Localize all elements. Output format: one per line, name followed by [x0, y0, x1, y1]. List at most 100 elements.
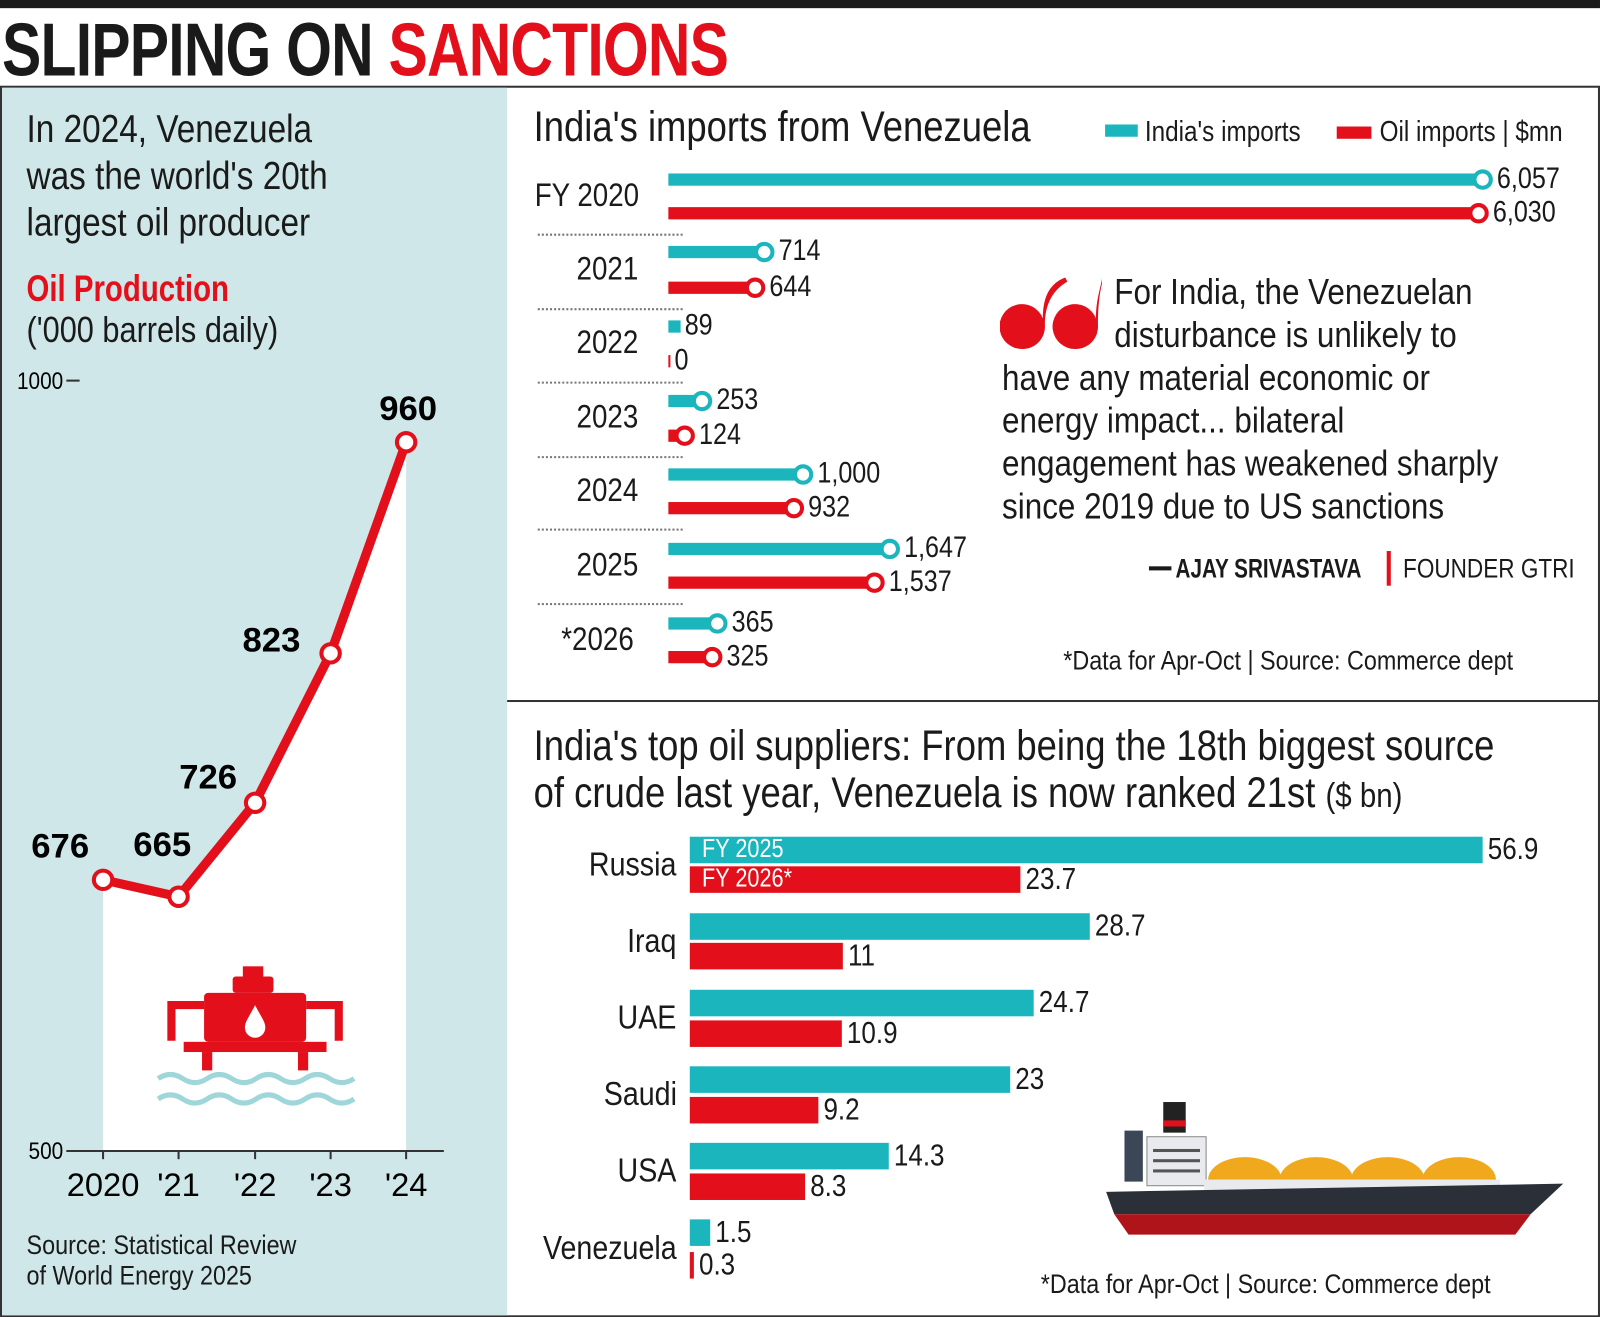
value-label: 1,000: [817, 457, 881, 490]
value-label: 1,647: [904, 531, 968, 565]
data-point: [91, 868, 115, 892]
legend-oil-imports: Oil imports | $mn: [1379, 115, 1563, 147]
data-label: 726: [179, 759, 237, 797]
bar: [689, 866, 1021, 893]
bar-end-marker: [701, 646, 723, 668]
separator: [1386, 551, 1391, 586]
series-label: FY 2026*: [702, 864, 793, 893]
imports-chart-title: India's imports from Venezuela: [533, 102, 1031, 150]
x-tick-label: '24: [385, 1166, 428, 1203]
value-label: 23.7: [1025, 862, 1076, 896]
dash: [1148, 566, 1172, 571]
headline-line: largest oil producer: [26, 202, 311, 245]
category-label: Iraq: [627, 920, 677, 959]
bar: [689, 1173, 806, 1200]
value-label: 14.3: [894, 1138, 945, 1173]
page-title: SLIPPING ON SANCTIONS: [2, 6, 933, 93]
bar-end-marker: [707, 613, 728, 634]
x-tick-label: 2020: [67, 1166, 140, 1203]
legend-swatch-red: [1336, 126, 1372, 139]
bar: [668, 542, 890, 556]
x-tick-label: '22: [234, 1166, 277, 1203]
quote-line: disturbance is unlikely to: [1114, 315, 1457, 356]
imports-footnote: *Data for Apr-Oct | Source: Commerce dep…: [1063, 644, 1514, 676]
left-source: Source: Statistical Review of World Ener…: [26, 1229, 297, 1291]
value-label: 23: [1015, 1062, 1045, 1096]
bar: [689, 942, 844, 970]
data-point: [319, 642, 342, 665]
chart-subtitle: Oil Production: [26, 267, 229, 310]
data-point: [167, 885, 190, 909]
left-headline: In 2024, Venezuela was the world's 20th …: [27, 106, 377, 247]
bar: [689, 913, 1090, 940]
bar: [689, 836, 1483, 864]
data-label: 960: [379, 390, 437, 428]
quote-author: AJAY SRIVASTAVA: [1175, 553, 1362, 584]
bar: [668, 355, 671, 368]
quote-line: have any material economic or: [1002, 358, 1431, 398]
suppliers-chart-title: India's top oil suppliers: From being th…: [533, 721, 1495, 817]
value-label: 28.7: [1094, 909, 1146, 943]
bar: [689, 1252, 694, 1279]
bar: [689, 1066, 1011, 1093]
bar: [668, 320, 681, 333]
suppliers-footnote: *Data for Apr-Oct | Source: Commerce dep…: [1040, 1268, 1491, 1299]
bar: [668, 173, 1483, 186]
data-label: 676: [31, 827, 89, 865]
x-tick-label: '23: [309, 1166, 352, 1203]
value-label: 932: [807, 490, 850, 524]
value-label: 124: [699, 418, 742, 452]
value-label: 9.2: [823, 1092, 860, 1127]
bar: [668, 502, 794, 515]
area-fill: [103, 442, 407, 1152]
bar-end-marker: [1472, 169, 1493, 190]
bar: [689, 1219, 711, 1246]
value-label: 10.9: [846, 1016, 898, 1050]
bar: [689, 1096, 818, 1124]
title-part-1: SLIPPING ON: [2, 7, 374, 92]
bar: [689, 989, 1034, 1017]
category-label: Venezuela: [542, 1228, 677, 1267]
quote-line: For India, the Venezuelan: [1114, 272, 1473, 313]
bar: [668, 281, 755, 294]
bar: [689, 1020, 842, 1047]
value-label: 1.5: [715, 1215, 752, 1249]
category-label: UAE: [617, 997, 677, 1036]
value-label: 89: [684, 309, 713, 342]
top-rule: [0, 0, 1600, 9]
y-tick-label: 500: [29, 1137, 64, 1165]
value-label: 24.7: [1039, 985, 1090, 1020]
quote-line: energy impact... bilateral: [1002, 401, 1345, 441]
value-label: 253: [716, 383, 759, 417]
bar-end-marker: [792, 464, 813, 485]
category-label: 2022: [576, 323, 639, 361]
section-divider: [507, 699, 1600, 703]
value-label: 0.3: [699, 1247, 736, 1282]
bar-end-marker: [692, 390, 713, 412]
bar: [668, 576, 875, 589]
bar: [668, 207, 1480, 220]
value-label: 644: [769, 270, 812, 304]
row-separator: [537, 603, 683, 606]
data-label: 665: [133, 826, 191, 864]
category-label: FY 2020: [534, 176, 640, 213]
category-label: 2023: [576, 397, 639, 435]
bar-end-marker: [744, 277, 766, 298]
bar-end-marker: [754, 241, 775, 263]
category-label: Russia: [589, 844, 677, 883]
row-separator: [537, 381, 683, 384]
category-label: 2025: [576, 545, 639, 583]
row-separator: [537, 456, 683, 459]
category-label: Saudi: [603, 1074, 677, 1113]
bar: [668, 617, 718, 630]
bar: [689, 1142, 890, 1170]
bar: [668, 651, 713, 664]
series-label: FY 2025: [702, 834, 784, 864]
headline-line: was the world's 20th: [26, 155, 328, 198]
data-point: [394, 431, 418, 454]
row-separator: [537, 528, 683, 531]
category-label: 2021: [576, 249, 639, 287]
quote-line: engagement has weakened sharply: [1002, 443, 1499, 484]
chart-unit: ('000 barrels daily): [26, 310, 279, 350]
